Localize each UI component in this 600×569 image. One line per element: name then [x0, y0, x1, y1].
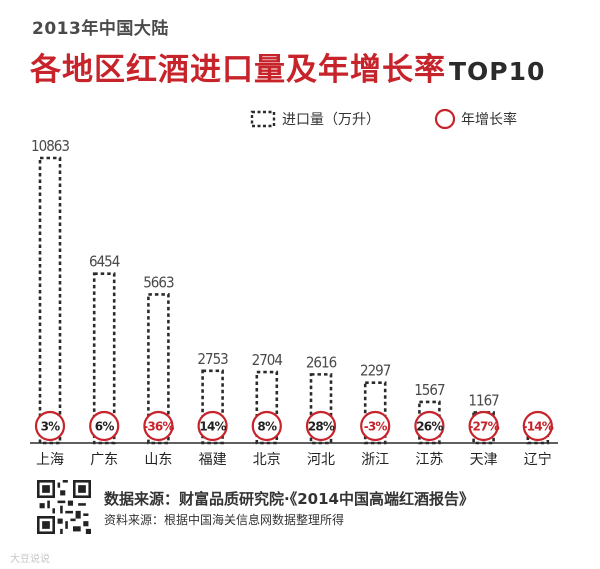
- bar-value-label: 2297: [360, 362, 391, 380]
- watermark: 大豆说说: [10, 554, 50, 565]
- data-source-line: 资料来源：根据中国海关信息网数据整理所得: [104, 513, 345, 527]
- bar: [201, 369, 224, 445]
- growth-rate-label: -3%: [364, 420, 388, 434]
- growth-circle: [305, 410, 337, 442]
- category-label: 上海: [36, 452, 64, 468]
- bar-value-label: 1167: [468, 391, 499, 409]
- bar-value-label: 6454: [89, 253, 120, 271]
- legend-growth-label: 年增长率: [461, 111, 517, 128]
- growth-circle: [414, 410, 445, 442]
- growth-circle: [143, 410, 174, 442]
- source-line: 数据来源：财富品质研究院·《2014中国高端红酒报告》: [104, 490, 474, 508]
- growth-rate-label: 14%: [199, 420, 226, 434]
- bar-value-label: 1567: [414, 381, 445, 399]
- growth-rate-label: 28%: [308, 420, 335, 434]
- category-label: 北京: [253, 452, 281, 468]
- growth-circle: [251, 410, 282, 442]
- bar-value-label: 2753: [197, 350, 228, 368]
- growth-circle: [468, 410, 499, 442]
- category-label: 山东: [144, 452, 172, 468]
- chart-title: 各地区红酒进口量及年增长率 TOP10: [30, 44, 545, 89]
- bar-value-label: 2616: [306, 353, 337, 371]
- legend-import-label: 进口量（万升）: [282, 112, 380, 128]
- growth-rate-label: 3%: [41, 420, 61, 434]
- category-label: 天津: [470, 452, 498, 468]
- title-main: 各地区红酒进口量及年增长率: [30, 52, 446, 88]
- growth-rate-label: -27%: [468, 420, 499, 434]
- category-label: 广东: [90, 452, 118, 468]
- legend-import-swatch: [250, 110, 276, 128]
- growth-rate-label: 26%: [416, 420, 443, 434]
- bar-value-label: 5663: [143, 273, 174, 291]
- category-labels-group: 上海 广东 山东 福建 北京 河北 浙江 江苏 天津 辽宁: [36, 451, 552, 468]
- category-label: 福建: [199, 452, 227, 468]
- bar: [363, 381, 387, 445]
- growth-rate-label: -14%: [523, 420, 554, 434]
- growth-circle: [197, 410, 228, 442]
- bar: [38, 156, 62, 445]
- bar-value-label: 10863: [31, 137, 69, 155]
- growth-rate-label: -36%: [143, 420, 174, 434]
- qr-code: [37, 480, 91, 534]
- growth-circle: [360, 410, 391, 442]
- category-label: 辽宁: [524, 451, 552, 468]
- legend: 进口量（万升） 年增长率: [250, 108, 517, 130]
- bar-value-label: 2704: [252, 351, 283, 369]
- growth-circle: [522, 410, 553, 442]
- bar: [92, 272, 116, 445]
- growth-rate-label: 6%: [95, 420, 115, 434]
- growth-circles-group: 3% 6% -36% 14% 8% 28% -3% 26% -27% -14%: [34, 410, 555, 442]
- growth-rate-label: 8%: [257, 420, 277, 434]
- growth-circle: [34, 410, 66, 442]
- bars-group: 1086364545663275327042616229715671167341: [31, 137, 551, 445]
- chart-subtitle: 2013年中国大陆: [32, 19, 169, 39]
- category-label: 浙江: [361, 452, 389, 468]
- title-suffix: TOP10: [449, 57, 546, 86]
- category-label: 江苏: [415, 452, 443, 468]
- legend-growth-swatch: [434, 108, 456, 130]
- growth-circle: [89, 410, 120, 442]
- category-label: 河北: [307, 452, 335, 468]
